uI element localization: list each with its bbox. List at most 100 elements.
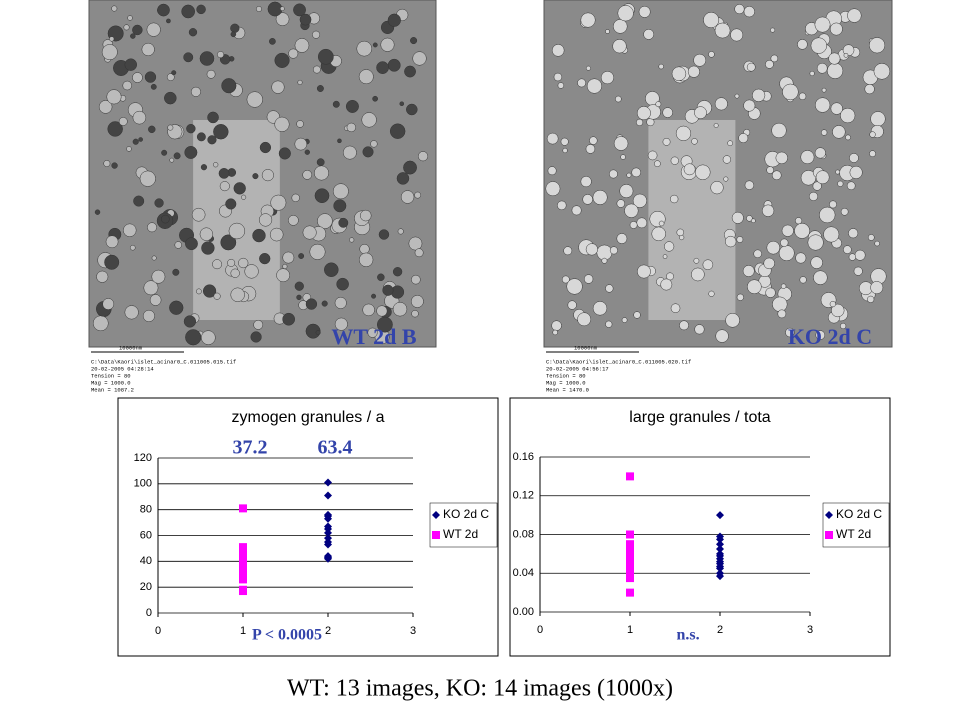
granule [800,150,815,165]
granule [810,256,823,269]
granule [233,182,246,195]
granule [843,52,849,58]
granule [316,158,325,167]
granule [174,241,182,249]
granule [217,51,225,59]
granule [410,37,418,45]
granule [124,305,139,320]
point [239,575,247,584]
granule [207,111,219,124]
granule [849,153,859,163]
granule [828,52,841,65]
image-meta: 20-02-2005 04:28:14 [91,365,154,372]
x-tick-label: 1 [240,625,246,637]
granule [282,251,295,264]
granule [829,200,837,209]
point [324,540,332,549]
granule [294,137,308,151]
granule [130,33,136,39]
granule [372,95,378,102]
point [626,559,634,568]
granule [148,125,156,134]
point [716,540,724,549]
granule [382,284,394,296]
granule [334,317,348,331]
y-tick-label: 0 [146,607,152,619]
granule [312,30,321,39]
granule [780,283,787,289]
granule [377,273,385,282]
granule [869,150,876,158]
granule [411,274,421,285]
granule [772,296,788,312]
granule [751,218,756,224]
granule [111,5,118,12]
granule [275,12,290,26]
point [239,504,247,513]
granule [837,180,844,187]
granule [605,284,614,293]
granule [312,65,321,74]
granule [167,124,174,131]
annotation: n.s. [676,627,699,644]
granule [288,215,299,226]
image-meta: 10000nm [574,344,598,351]
y-tick-label: 120 [134,452,152,464]
granule [638,5,651,18]
granule [160,214,170,224]
granule [261,169,274,182]
granule [613,136,629,151]
granule [714,97,728,111]
granule [270,194,287,211]
granule [132,110,147,125]
granule [592,189,608,205]
granule [560,137,569,146]
granule [561,275,570,284]
granule [406,103,418,116]
granule [815,330,826,340]
granule [826,62,844,79]
granule [332,100,340,108]
image-meta: 20-02-2005 04:56:17 [546,365,609,372]
granule [670,156,679,165]
y-tick-label: 80 [140,504,152,516]
granule [185,237,198,251]
granule [227,258,236,267]
image-label: WT 2d B [331,324,417,349]
granule [761,204,775,217]
granule [814,147,826,159]
granule [724,235,737,248]
granule [206,69,216,79]
granule [294,281,304,291]
granule [94,209,101,215]
granule [723,176,729,182]
granule [734,4,745,15]
granule [143,280,159,296]
granule [315,330,321,336]
point [626,564,634,573]
granule [551,320,562,331]
granule [274,116,290,132]
granule [847,8,862,23]
x-tick-label: 0 [155,625,161,637]
granule [795,217,803,225]
granule [246,91,263,108]
granule [296,120,304,128]
granule [361,112,377,128]
granule [181,4,195,19]
granule [291,193,300,203]
granule [410,295,424,308]
granule [370,140,378,148]
granule [298,253,305,259]
point [716,572,724,581]
granule [730,28,744,42]
granule [842,44,855,56]
granule [417,151,429,162]
granule [230,287,245,302]
granule [691,267,705,282]
legend-frame [822,502,890,548]
granule [253,319,264,330]
granule [765,59,774,69]
legend-label: WT 2d [836,527,871,541]
granule [840,207,849,216]
